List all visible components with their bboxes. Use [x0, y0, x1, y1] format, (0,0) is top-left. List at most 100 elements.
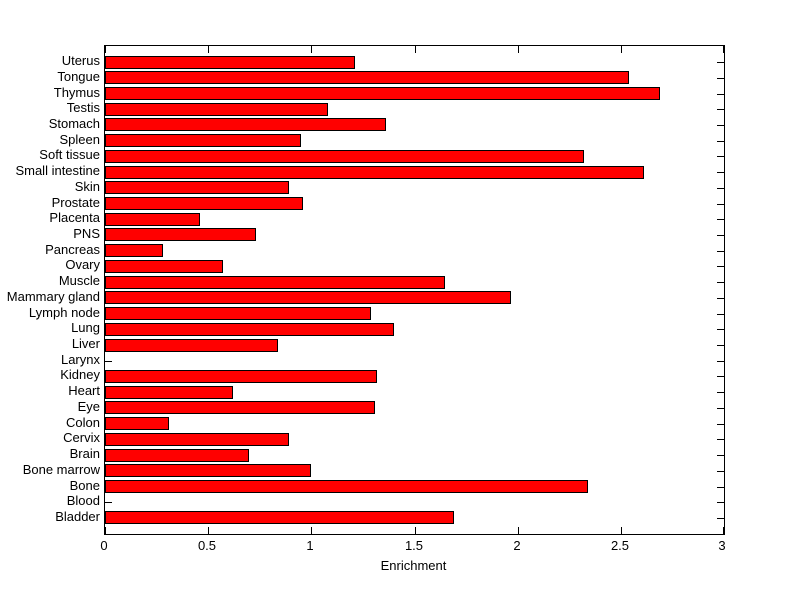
x-axis-label: Enrichment	[380, 558, 447, 573]
y-tick-right	[717, 109, 724, 110]
y-tick-right	[717, 361, 724, 362]
bar-lymph-node	[105, 307, 371, 320]
x-tick-top	[621, 46, 622, 53]
y-tick-label: Brain	[69, 446, 100, 461]
bar-pns	[105, 228, 256, 241]
y-tick-right	[717, 188, 724, 189]
bar-colon	[105, 417, 169, 430]
x-tick-bottom	[105, 527, 106, 534]
bar-skin	[105, 181, 289, 194]
bar-small-intestine	[105, 166, 644, 179]
bar-pancreas	[105, 244, 163, 257]
y-tick-label: Heart	[68, 383, 100, 398]
x-tick-top	[208, 46, 209, 53]
y-tick-label: Testis	[66, 100, 100, 115]
bar-tongue	[105, 71, 629, 84]
y-tick-right	[717, 172, 724, 173]
y-tick-label: Small intestine	[15, 163, 100, 178]
bar-ovary	[105, 260, 223, 273]
y-tick-label: Spleen	[59, 132, 100, 147]
y-axis-labels: Uterus Tongue Thymus Testis Stomach Spleen Sof…	[0, 45, 100, 533]
bar-placenta	[105, 213, 200, 226]
y-tick-label: Eye	[77, 399, 100, 414]
y-tick-label: Bone marrow	[22, 462, 100, 477]
y-tick-label: Mammary gland	[6, 289, 100, 304]
bar-bone-marrow	[105, 464, 311, 477]
bar-mammary-gland	[105, 291, 511, 304]
bar-lung	[105, 323, 394, 336]
y-tick-left	[105, 502, 112, 503]
y-tick-right	[717, 408, 724, 409]
bar-brain	[105, 449, 249, 462]
x-tick-top	[415, 46, 416, 53]
y-tick-right	[717, 439, 724, 440]
bar-muscle	[105, 276, 445, 289]
y-tick-label: Kidney	[60, 367, 100, 382]
y-tick-right	[717, 502, 724, 503]
x-tick-bottom	[723, 527, 724, 534]
x-axis-tick-labels: 0 0.5 1 1.5 2 2.5 3	[100, 538, 725, 554]
bar-prostate	[105, 197, 303, 210]
y-tick-label: Stomach	[48, 116, 100, 131]
plot-area	[104, 45, 725, 535]
bar-eye	[105, 401, 375, 414]
y-tick-right	[717, 455, 724, 456]
x-tick-bottom	[621, 527, 622, 534]
y-tick-label: Skin	[74, 179, 100, 194]
bar-liver	[105, 339, 278, 352]
bar-bone	[105, 480, 588, 493]
y-tick-label: Uterus	[61, 53, 100, 68]
bar-spleen	[105, 134, 301, 147]
x-tick-bottom	[208, 527, 209, 534]
x-tick-label: 1	[306, 538, 314, 553]
bar-cervix	[105, 433, 289, 446]
y-tick-label: Liver	[71, 336, 100, 351]
bar-stomach	[105, 118, 386, 131]
x-tick-top	[723, 46, 724, 53]
y-tick-right	[717, 392, 724, 393]
y-tick-right	[717, 329, 724, 330]
y-tick-right	[717, 251, 724, 252]
bar-bladder	[105, 511, 454, 524]
y-tick-left	[105, 361, 112, 362]
y-tick-right	[717, 266, 724, 267]
y-tick-right	[717, 141, 724, 142]
y-tick-right	[717, 156, 724, 157]
x-tick-bottom	[311, 527, 312, 534]
y-tick-right	[717, 204, 724, 205]
y-tick-label: PNS	[73, 226, 100, 241]
bar-testis	[105, 103, 328, 116]
y-tick-label: Bladder	[55, 509, 100, 524]
x-tick-top	[518, 46, 519, 53]
x-tick-label: 2.5	[610, 538, 630, 553]
y-tick-label: Lymph node	[28, 305, 100, 320]
y-tick-right	[717, 62, 724, 63]
x-tick-label: 0.5	[197, 538, 217, 553]
x-tick-label: 2	[513, 538, 521, 553]
y-tick-right	[717, 298, 724, 299]
y-tick-label: Tongue	[57, 69, 100, 84]
y-tick-right	[717, 78, 724, 79]
y-tick-label: Cervix	[63, 430, 100, 445]
y-tick-label: Bone	[69, 478, 100, 493]
y-tick-label: Placenta	[49, 210, 100, 225]
bar-uterus	[105, 56, 355, 69]
y-tick-right	[717, 219, 724, 220]
y-tick-label: Thymus	[53, 85, 100, 100]
y-tick-right	[717, 282, 724, 283]
y-tick-label: Lung	[71, 320, 100, 335]
y-tick-label: Muscle	[58, 273, 100, 288]
bar-kidney	[105, 370, 377, 383]
x-tick-bottom	[415, 527, 416, 534]
bar-thymus	[105, 87, 660, 100]
y-tick-label: Blood	[66, 493, 100, 508]
y-tick-right	[717, 487, 724, 488]
x-tick-label: 3	[718, 538, 726, 553]
bar-soft-tissue	[105, 150, 584, 163]
y-tick-right	[717, 518, 724, 519]
y-tick-label: Colon	[66, 415, 100, 430]
y-tick-right	[717, 376, 724, 377]
x-tick-label: 1.5	[404, 538, 424, 553]
y-tick-label: Prostate	[51, 195, 100, 210]
y-tick-label: Larynx	[60, 352, 100, 367]
